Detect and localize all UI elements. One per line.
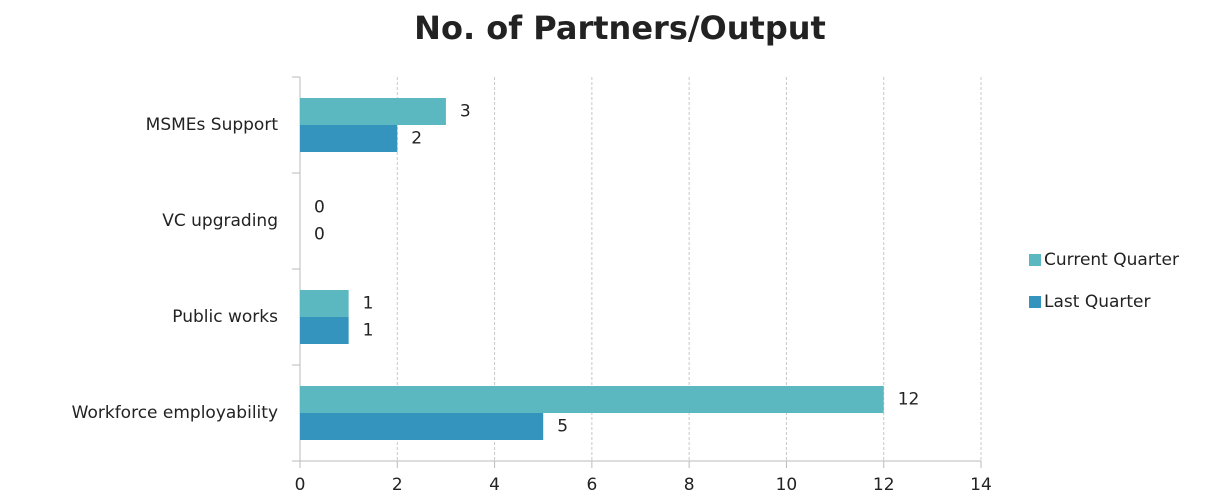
y-tick-label: Workforce employability — [72, 403, 278, 423]
data-label: 1 — [363, 321, 374, 341]
bar — [300, 317, 349, 344]
bar — [300, 290, 349, 317]
data-label: 0 — [314, 225, 325, 245]
legend-label: Last Quarter — [1044, 292, 1151, 312]
y-tick-label: MSMEs Support — [146, 115, 279, 135]
chart-title: No. of Partners/Output — [414, 9, 826, 47]
data-label: 1 — [363, 294, 374, 314]
data-label: 5 — [557, 417, 568, 437]
x-tick-label: 8 — [684, 475, 695, 495]
y-tick-label: Public works — [172, 307, 278, 327]
x-tick-label: 12 — [873, 475, 895, 495]
data-label: 12 — [898, 390, 920, 410]
x-tick-label: 6 — [586, 475, 597, 495]
data-label: 3 — [460, 102, 471, 122]
legend-swatch — [1029, 254, 1041, 266]
bar — [300, 125, 398, 152]
y-tick-label: VC upgrading — [162, 211, 278, 231]
data-label: 0 — [314, 198, 325, 218]
x-tick-label: 4 — [489, 475, 500, 495]
bar — [300, 386, 884, 413]
data-label: 2 — [411, 129, 422, 149]
x-tick-label: 0 — [295, 475, 306, 495]
x-tick-label: 14 — [970, 475, 992, 495]
bar — [300, 413, 544, 440]
bar — [300, 98, 446, 125]
x-tick-label: 10 — [776, 475, 798, 495]
legend-swatch — [1029, 296, 1041, 308]
legend-label: Current Quarter — [1044, 250, 1179, 270]
x-tick-label: 2 — [392, 475, 403, 495]
